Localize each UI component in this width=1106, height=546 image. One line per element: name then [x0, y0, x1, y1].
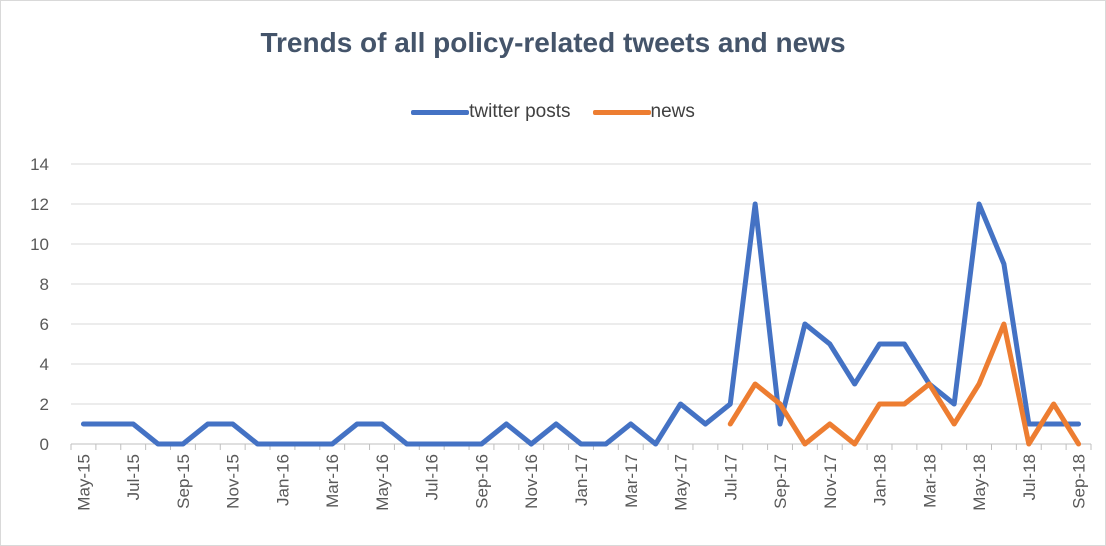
y-tick-label-4: 4: [40, 355, 49, 374]
legend-label-twitter-posts: twitter posts: [469, 101, 571, 122]
x-tick-label-Jul-18: Jul-18: [1020, 454, 1039, 500]
y-tick-label-6: 6: [40, 315, 49, 334]
y-tick-label-2: 2: [40, 395, 49, 414]
y-tick-label-14: 14: [30, 155, 49, 174]
x-tick-label-Jul-15: Jul-15: [124, 454, 143, 500]
x-tick-label-Jul-16: Jul-16: [423, 454, 442, 500]
legend-item-twitter-posts: twitter posts: [411, 101, 571, 123]
x-tick-label-Sep-16: Sep-16: [472, 454, 491, 509]
y-tick-label-0: 0: [40, 435, 49, 454]
x-tick-label-Jan-16: Jan-16: [273, 454, 292, 506]
x-tick-label-May-18: May-18: [970, 454, 989, 511]
x-tick-label-Mar-17: Mar-17: [622, 454, 641, 508]
x-tick-label-Mar-16: Mar-16: [323, 454, 342, 508]
legend-label-news: news: [650, 101, 695, 122]
x-tick-label-Nov-15: Nov-15: [224, 454, 243, 509]
x-tick-label-Jan-18: Jan-18: [871, 454, 890, 506]
y-tick-label-10: 10: [30, 235, 49, 254]
x-tick-label-Nov-16: Nov-16: [522, 454, 541, 509]
legend-swatch-news: [592, 109, 651, 115]
chart-title: Trends of all policy-related tweets and …: [260, 27, 846, 58]
y-tick-label-12: 12: [30, 195, 49, 214]
x-tick-label-Jan-17: Jan-17: [572, 454, 591, 506]
x-tick-label-May-17: May-17: [672, 454, 691, 511]
legend: twitter posts news: [1, 101, 1105, 123]
x-tick-label-Sep-15: Sep-15: [174, 454, 193, 509]
x-tick-label-May-16: May-16: [373, 454, 392, 511]
x-tick-label-Sep-17: Sep-17: [771, 454, 790, 509]
y-tick-label-8: 8: [40, 275, 49, 294]
legend-swatch-twitter-posts: [411, 109, 470, 115]
legend-item-news: news: [592, 101, 695, 123]
x-tick-label-Sep-18: Sep-18: [1070, 454, 1089, 509]
x-tick-label-May-15: May-15: [74, 454, 93, 511]
x-tick-label-Mar-18: Mar-18: [920, 454, 939, 508]
x-tick-label-Nov-17: Nov-17: [821, 454, 840, 509]
x-tick-label-Jul-17: Jul-17: [721, 454, 740, 500]
